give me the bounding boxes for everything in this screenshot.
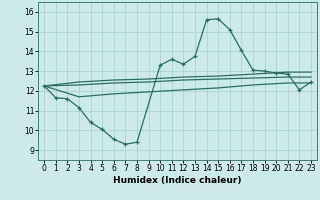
X-axis label: Humidex (Indice chaleur): Humidex (Indice chaleur): [113, 176, 242, 185]
